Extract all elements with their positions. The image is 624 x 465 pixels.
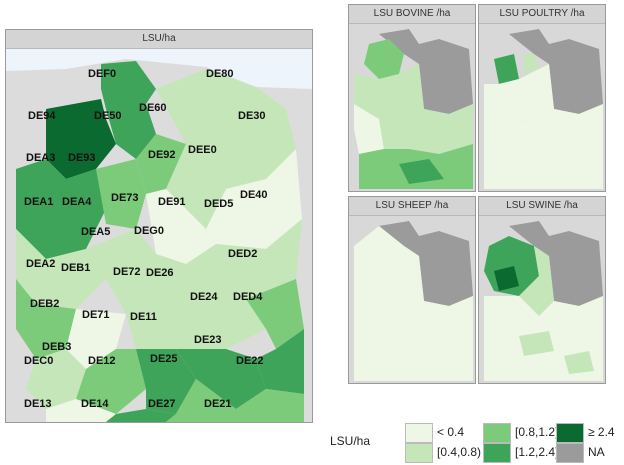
poultry-map-panel: LSU POULTRY /ha [478, 4, 606, 192]
label-de91: DE91 [158, 196, 186, 208]
label-de92: DE92 [148, 149, 176, 161]
region-de40 [206, 149, 302, 249]
legend-swatch-3 [483, 443, 511, 463]
label-dea4: DEA4 [62, 196, 92, 208]
label-de25: DE25 [150, 353, 178, 365]
region-de14-de27 [106, 409, 176, 422]
bovine-map [349, 24, 475, 191]
label-dea1: DEA1 [24, 196, 54, 208]
label-dee0: DEE0 [188, 144, 217, 156]
region-de92 [136, 134, 186, 194]
sea-area [6, 49, 312, 89]
label-de60: DE60 [139, 102, 167, 114]
main-map-title: LSU/ha [6, 30, 312, 49]
region-ded [186, 219, 302, 299]
label-de93: DE93 [68, 152, 96, 164]
legend-swatch-5 [556, 443, 584, 463]
region-dee0 [166, 144, 226, 229]
label-de40: DE40 [240, 189, 268, 201]
germany-map [6, 49, 312, 422]
legend-swatch-0 [405, 423, 433, 443]
label-de12: DE12 [88, 355, 116, 367]
label-de26: DE26 [146, 267, 174, 279]
label-de50: DE50 [94, 110, 122, 122]
label-dea3: DEA3 [26, 152, 56, 164]
label-de13: DE13 [24, 398, 52, 410]
legend-swatch-4 [556, 423, 584, 443]
region-de73-area [146, 189, 216, 264]
region-dea5-deb1 [16, 229, 106, 309]
label-de11: DE11 [130, 311, 157, 323]
label-ded2: DED2 [228, 248, 258, 260]
region-de22 [256, 329, 304, 394]
label-de27: DE27 [148, 398, 176, 410]
legend-label-0: < 0.4 [437, 425, 465, 439]
label-de71: DE71 [82, 309, 110, 321]
bovine-map-panel: LSU BOVINE /ha [348, 4, 476, 192]
label-deg0: DEG0 [134, 225, 164, 237]
swine-map-panel: LSU SWINE /ha [478, 196, 606, 384]
legend-swatch-2 [483, 423, 511, 443]
main-map-panel: LSU/ha DEF0 DE80 DE94 D [5, 29, 313, 423]
poultry-map-title: LSU POULTRY /ha [479, 5, 605, 24]
label-de73: DE73 [111, 192, 139, 204]
region-de24 [246, 279, 304, 349]
region-de26 [126, 289, 266, 349]
label-def0: DEF0 [88, 68, 117, 80]
label-de21: DE21 [204, 398, 232, 410]
region-de91 [96, 159, 146, 229]
legend-label-5: NA [588, 445, 605, 459]
region-dec0 [26, 349, 86, 409]
label-de22: DE22 [236, 355, 264, 367]
sheep-map-title: LSU SHEEP /ha [349, 197, 475, 216]
label-de14: DE14 [81, 398, 109, 410]
label-de30: DE30 [238, 110, 266, 122]
legend-label-3: [1.2,2.4) [515, 445, 560, 459]
region-de21 [166, 379, 304, 422]
label-ded4: DED4 [233, 291, 263, 303]
region-de80 [156, 69, 296, 189]
region-de13 [46, 399, 116, 422]
swine-map-title: LSU SWINE /ha [479, 197, 605, 216]
label-de94: DE94 [28, 110, 56, 122]
label-de23: DE23 [194, 334, 222, 346]
label-ded5: DED5 [204, 198, 234, 210]
label-de72: DE72 [113, 266, 141, 278]
label-deb2: DEB2 [30, 298, 60, 310]
legend-title: LSU/ha [330, 434, 371, 448]
sheep-map [349, 216, 475, 383]
label-de80: DE80 [206, 68, 234, 80]
label-dec0: DEC0 [24, 355, 54, 367]
region-de12 [76, 349, 146, 414]
label-deb1: DEB1 [61, 262, 91, 274]
label-deb3: DEB3 [42, 341, 72, 353]
region-de94 [46, 99, 116, 179]
region-de11 [136, 349, 196, 414]
legend-label-1: [0.4,0.8) [437, 445, 482, 459]
legend-label-4: ≥ 2.4 [588, 425, 615, 439]
sheep-map-panel: LSU SHEEP /ha [348, 196, 476, 384]
poultry-map [479, 24, 605, 191]
region-de72-deg0 [86, 229, 206, 319]
region-deb2 [16, 279, 76, 359]
region-de23 [176, 349, 266, 409]
region-de71 [66, 309, 126, 369]
label-dea5: DEA5 [81, 226, 111, 238]
legend-label-2: [0.8,1.2) [515, 425, 560, 439]
label-dea2: DEA2 [26, 258, 56, 270]
legend-swatch-1 [405, 443, 433, 463]
swine-map [479, 216, 605, 383]
bovine-map-title: LSU BOVINE /ha [349, 5, 475, 24]
region-de93 [106, 104, 156, 159]
region-dea [16, 159, 106, 259]
label-de24: DE24 [190, 291, 218, 303]
